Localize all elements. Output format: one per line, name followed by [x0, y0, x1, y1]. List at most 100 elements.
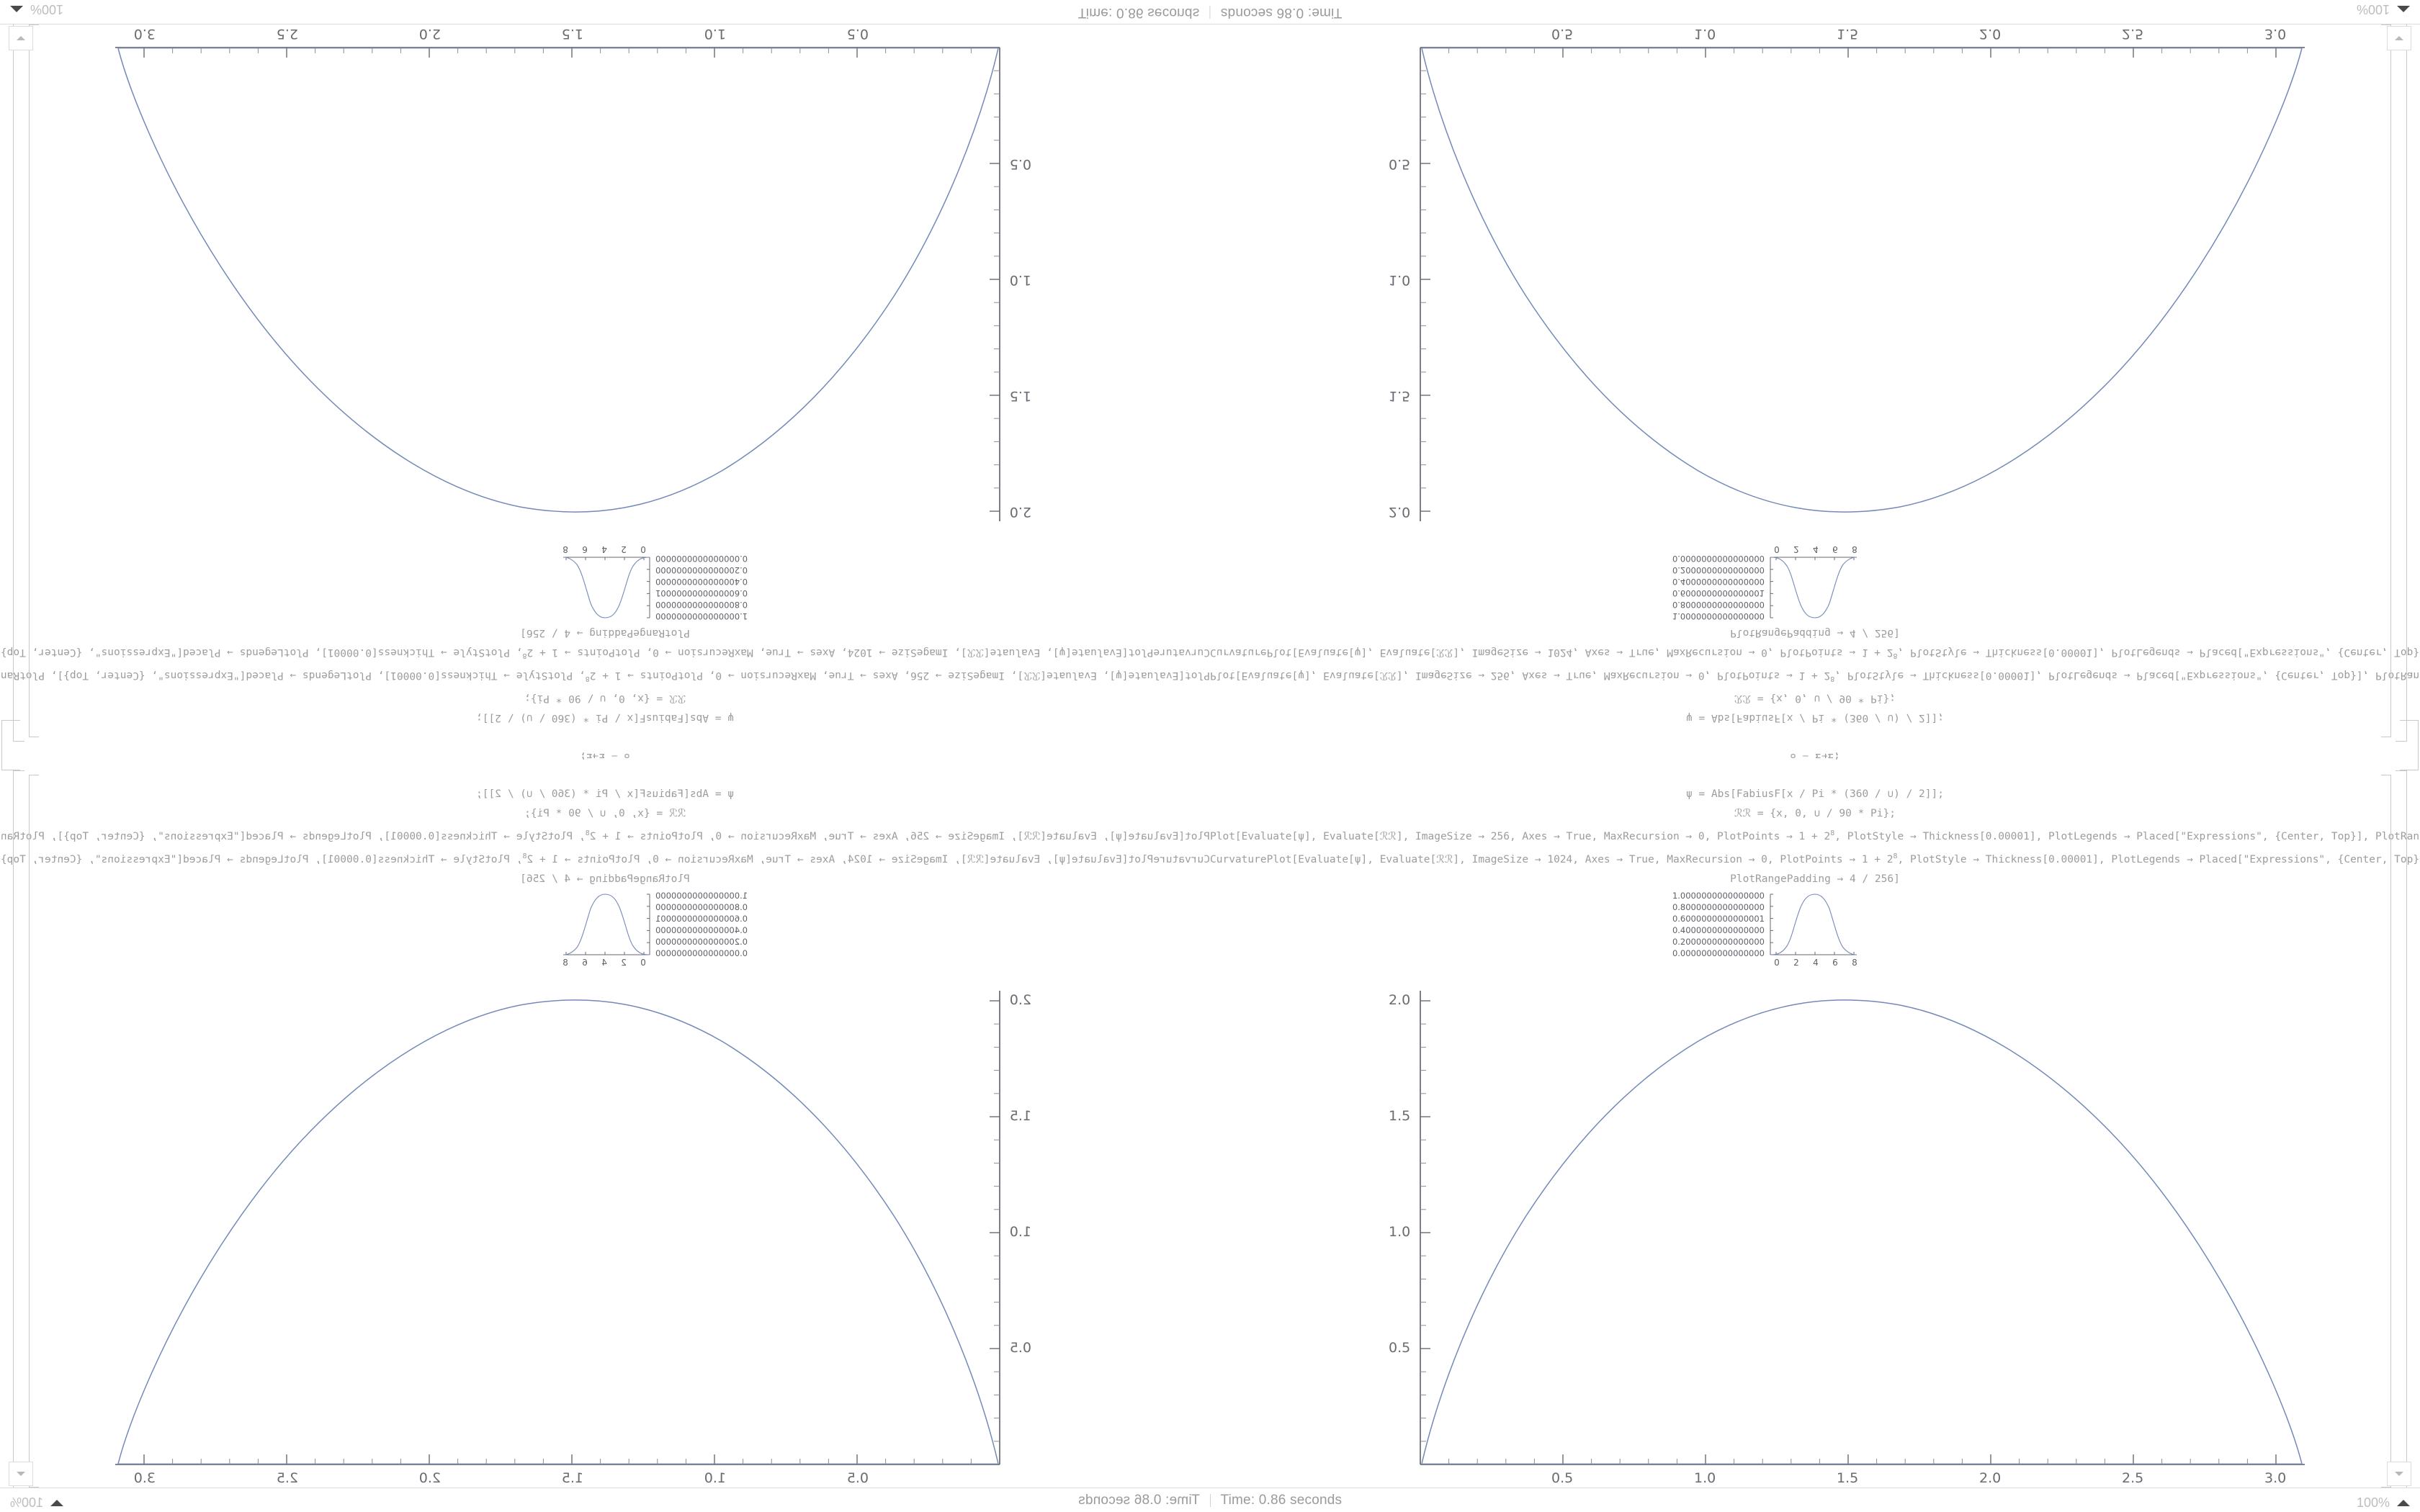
inset-ytick-04: 0.4000000000000000	[655, 925, 748, 935]
inset-ytick-08: 0.8000000000000000	[1672, 902, 1765, 912]
xaxis-label-2.0: 2.0	[418, 26, 441, 42]
curvature-plot: 2.0 1.5 1.0 0.5 0.5 1.0 1.5 2.0 2.5 3.0	[16, 22, 1031, 526]
code-line-union[interactable]: ∪ = 242;	[0, 747, 1210, 756]
code-line-psi[interactable]: ψ = Abs[FabiusF[x / Pi * (360 / ∪) / 2]]…	[476, 712, 734, 724]
cell-bracket-right-outer[interactable]	[2396, 22, 2407, 742]
scroll-down-button-tl[interactable]	[9, 26, 33, 50]
inset-xtick-0: 0	[1774, 958, 1780, 968]
code-line-union[interactable]: ∪ = 242;	[0, 756, 1210, 765]
scroll-down-button-br[interactable]	[2387, 1462, 2411, 1486]
yaxis-label-2.0: 2.0	[1389, 504, 1411, 520]
curvature-plot-svg	[115, 47, 1000, 521]
xaxis-label-3.0: 3.0	[2264, 26, 2287, 42]
inset-xtick-8: 8	[1852, 544, 1857, 554]
curvature-plot: 2.0 1.5 1.0 0.5 0.5 1.0 1.5 2.0 2.5 3.0	[1389, 986, 2404, 1490]
legend-inset-plot: 1.0000000000000000 0.8000000000000000 0.…	[1672, 891, 1894, 968]
inset-ytick-1: 1.0000000000000000	[1672, 891, 1765, 901]
code-line-range[interactable]: ℛℛ = {x, 0, ∪ / 90 * Pi};	[524, 808, 686, 819]
code-line-union[interactable]: ∪ = 242;	[1210, 756, 2420, 765]
legend-inset-plot: 1.0000000000000000 0.8000000000000000 0.…	[1672, 544, 1894, 621]
inset-xtick-2: 2	[621, 958, 627, 968]
code-line-psi[interactable]: ψ = Abs[FabiusF[x / Pi * (360 / ∪) / 2]]…	[1686, 712, 1944, 724]
code-line-rangepadding[interactable]: PlotRangePadding → 4 / 256]	[520, 627, 690, 639]
triangle-up-icon-tr[interactable]	[2397, 6, 2410, 12]
code-line-plot[interactable]: Plot[Evaluate[ψ], Evaluate[ℛℛ], ImageSiz…	[0, 829, 1210, 842]
xaxis-label-3.0: 3.0	[133, 1470, 156, 1486]
inset-xtick-8: 8	[563, 544, 568, 554]
xaxis-label-1.0: 1.0	[704, 1470, 726, 1486]
code-line-rangepadding[interactable]: PlotRangePadding → 4 / 256]	[1730, 627, 1900, 639]
code-cell[interactable]: ∪ = 242; ψ = Abs[FabiusF[x / Pi * (360 /…	[0, 756, 1210, 889]
code-line-plot[interactable]: Plot[Evaluate[ψ], Evaluate[ℛℛ], ImageSiz…	[1210, 670, 2420, 683]
code-line-rangepadding[interactable]: PlotRangePadding → 4 / 256]	[520, 873, 690, 885]
inset-xtick-8: 8	[563, 958, 568, 968]
code-line-curvatureplot[interactable]: CurvaturePlot[Evaluate[ψ], Evaluate[ℛℛ],…	[0, 647, 1210, 660]
cell-bracket-left-inner-b[interactable]	[29, 775, 39, 1488]
code-line-rangepadding[interactable]: PlotRangePadding → 4 / 256]	[1730, 873, 1900, 885]
code-line-range[interactable]: ℛℛ = {x, 0, ∪ / 90 * Pi};	[1734, 808, 1896, 819]
inset-ytick-08: 0.8000000000000000	[655, 902, 748, 912]
inset-xtick-8: 8	[1852, 958, 1857, 968]
cell-bracket-right-inner[interactable]	[2381, 24, 2391, 737]
inset-ytick-02: 0.2000000000000000	[1672, 565, 1765, 575]
yaxis-label-0.5: 0.5	[1009, 156, 1031, 172]
zoom-widget-bottom-left[interactable]: 100%	[10, 1495, 64, 1511]
inset-ytick-1: 1.0000000000000000	[655, 611, 748, 621]
triangle-up-icon-tl[interactable]	[10, 6, 23, 12]
cell-marker-right-top[interactable]	[2400, 720, 2419, 770]
code-line-plot[interactable]: Plot[Evaluate[ψ], Evaluate[ℛℛ], ImageSiz…	[1210, 829, 2420, 842]
status-bar-top: Time: 0.86 seconds Time: 0.86 seconds	[0, 0, 2420, 24]
scroll-down-button-bl[interactable]	[9, 1462, 33, 1486]
yaxis-label-0.5: 0.5	[1389, 156, 1411, 172]
zoom-level-label-tl: 100%	[30, 2, 64, 17]
status-divider-bottom	[1209, 1493, 1211, 1507]
code-line-curvatureplot[interactable]: CurvaturePlot[Evaluate[ψ], Evaluate[ℛℛ],…	[0, 852, 1210, 865]
curvature-plot-svg	[1420, 47, 2305, 521]
triangle-up-icon-br[interactable]	[2397, 1500, 2410, 1506]
code-line-curvatureplot[interactable]: CurvaturePlot[Evaluate[ψ], Evaluate[ℛℛ],…	[1210, 852, 2420, 865]
cell-bracket-left-outer-b[interactable]	[13, 770, 24, 1490]
inset-ytick-00: 0.0000000000000000	[1672, 948, 1765, 958]
quadrant-top-right: ∪ = 242; ψ = Abs[FabiusF[x / Pi * (360 /…	[1210, 0, 2420, 756]
triangle-up-icon-bl[interactable]	[50, 1500, 64, 1506]
cell-bracket-right-inner-b[interactable]	[2381, 775, 2391, 1488]
inset-xtick-0: 0	[640, 544, 646, 554]
cell-bracket-right-outer-b[interactable]	[2396, 770, 2407, 1490]
cell-bracket-left-outer[interactable]	[13, 22, 24, 742]
zoom-widget-top-right[interactable]: 100%	[2357, 1, 2410, 17]
code-cell[interactable]: ∪ = 242; ψ = Abs[FabiusF[x / Pi * (360 /…	[0, 623, 1210, 756]
status-time-top-mirror-a: Time: 0.86 seconds	[1220, 4, 1343, 20]
curvature-plot-svg	[1420, 991, 2305, 1465]
yaxis-label-2.0: 2.0	[1009, 992, 1031, 1008]
yaxis-label-1.0: 1.0	[1009, 1224, 1031, 1240]
xaxis-label-1.0: 1.0	[1694, 1470, 1716, 1486]
inset-ytick-00: 0.0000000000000000	[655, 948, 748, 958]
code-cell[interactable]: ∪ = 242; ψ = Abs[FabiusF[x / Pi * (360 /…	[1210, 756, 2420, 889]
inset-curve-svg	[1770, 557, 1857, 618]
yaxis-label-1.5: 1.5	[1389, 1108, 1411, 1124]
code-cell[interactable]: ∪ = 242; ψ = Abs[FabiusF[x / Pi * (360 /…	[1210, 623, 2420, 756]
cell-bracket-left-inner[interactable]	[29, 24, 39, 737]
code-line-plot[interactable]: Plot[Evaluate[ψ], Evaluate[ℛℛ], ImageSiz…	[0, 670, 1210, 683]
zoom-widget-top-left[interactable]: 100%	[10, 1, 63, 17]
code-line-range[interactable]: ℛℛ = {x, 0, ∪ / 90 * Pi};	[1734, 693, 1896, 704]
code-line-union[interactable]: ∪ = 242;	[1210, 747, 2420, 756]
code-line-psi[interactable]: ψ = Abs[FabiusF[x / Pi * (360 / ∪) / 2]]…	[476, 788, 734, 800]
yaxis-label-1.5: 1.5	[1009, 388, 1031, 404]
inset-ytick-08: 0.8000000000000000	[655, 600, 748, 610]
zoom-widget-bottom-right[interactable]: 100%	[2357, 1495, 2410, 1511]
xaxis-label-0.5: 0.5	[1551, 26, 1574, 42]
code-line-range[interactable]: ℛℛ = {x, 0, ∪ / 90 * Pi};	[524, 693, 686, 704]
yaxis-label-1.0: 1.0	[1389, 272, 1411, 288]
inset-ytick-1: 1.0000000000000000	[1672, 611, 1765, 621]
code-line-psi[interactable]: ψ = Abs[FabiusF[x / Pi * (360 / ∪) / 2]]…	[1686, 788, 1944, 800]
xaxis-label-2.5: 2.5	[2122, 1470, 2144, 1486]
inset-xtick-4: 4	[1813, 958, 1819, 968]
zoom-level-label-br: 100%	[2356, 1495, 2390, 1510]
cell-marker-left-top[interactable]	[1, 720, 20, 770]
scroll-up-button-tr[interactable]	[2387, 26, 2411, 50]
code-line-curvatureplot[interactable]: CurvaturePlot[Evaluate[ψ], Evaluate[ℛℛ],…	[1210, 647, 2420, 660]
inset-ytick-1: 1.0000000000000000	[655, 891, 748, 901]
legend-inset-plot: 1.0000000000000000 0.8000000000000000 0.…	[526, 891, 748, 968]
inset-xtick-2: 2	[1793, 544, 1799, 554]
